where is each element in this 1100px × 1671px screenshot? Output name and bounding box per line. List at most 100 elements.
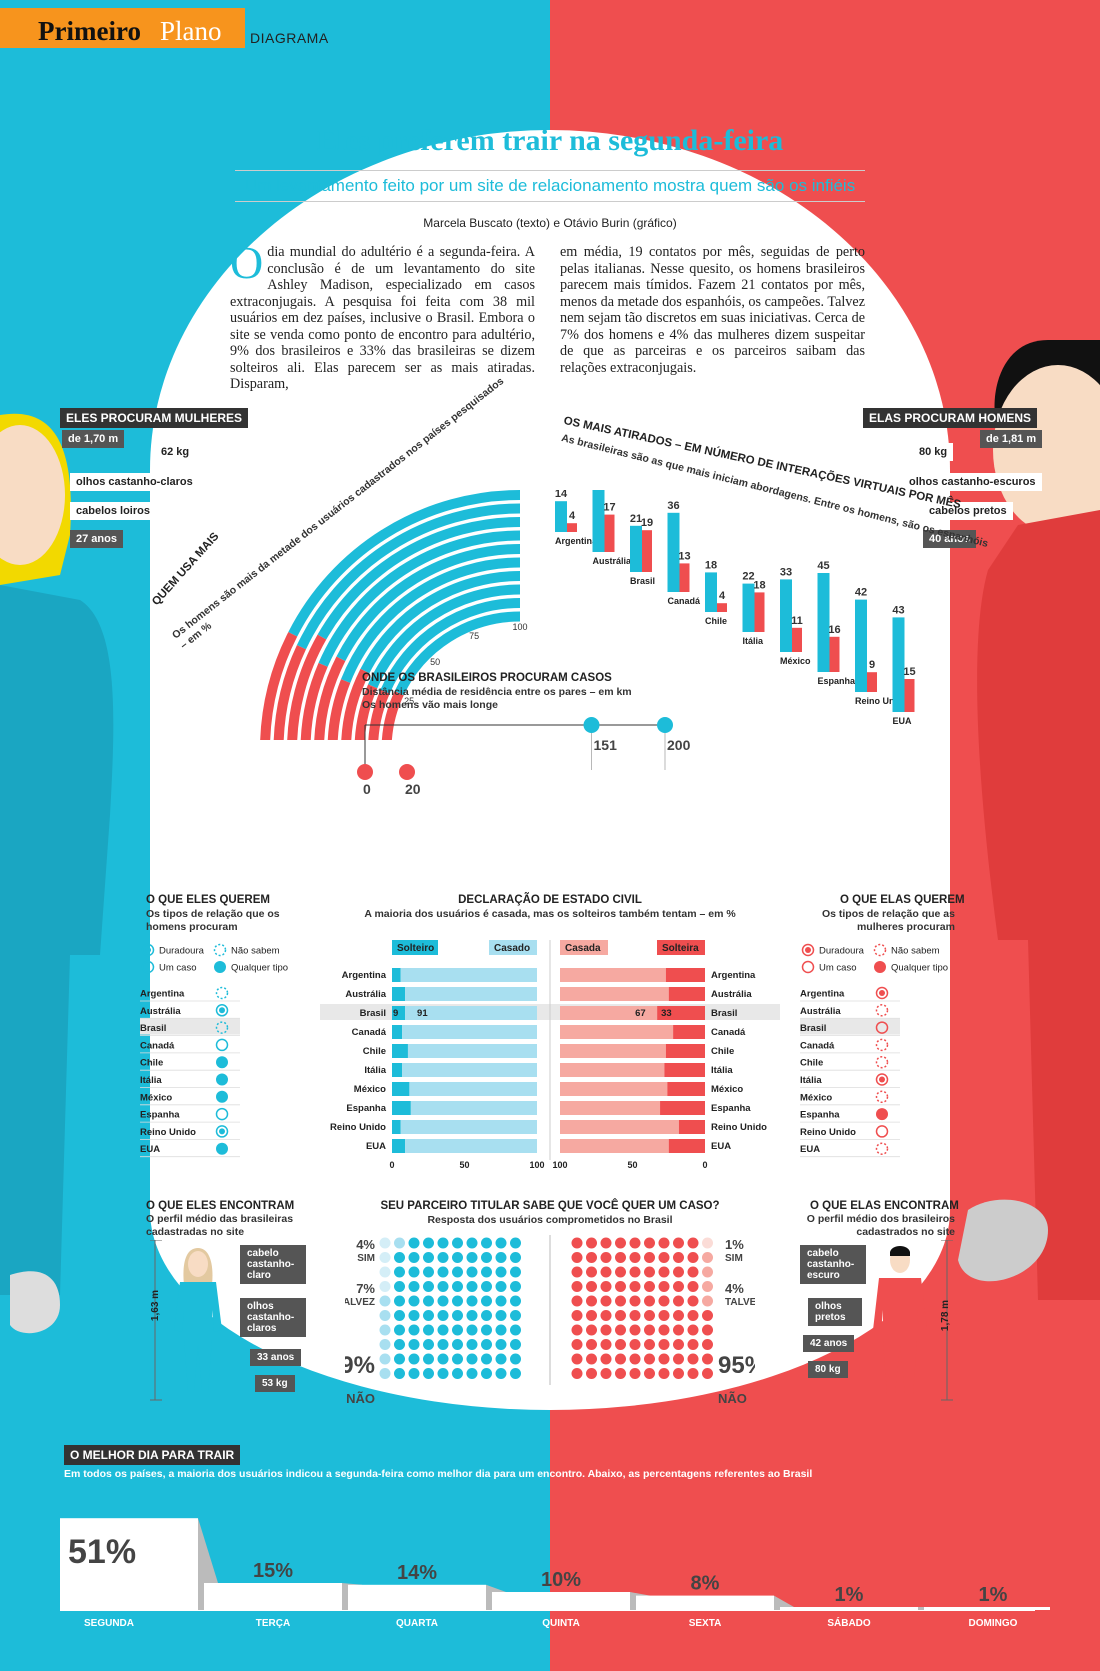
estado-label-right-espanha: Espanha bbox=[711, 1103, 751, 1114]
mais-atirados-chart: 144Argentina3017Austrália2119Brasil3613C… bbox=[555, 490, 916, 726]
bar-label-espanha: Espanha bbox=[818, 676, 857, 686]
men-dot-nao bbox=[423, 1252, 434, 1263]
legend-label-duradoura: Duradoura bbox=[159, 946, 205, 957]
brasil-casada-value: 67 bbox=[635, 1008, 646, 1019]
men-dot-nao bbox=[423, 1324, 434, 1336]
men-dot-nao bbox=[510, 1266, 521, 1278]
brasil-highlight bbox=[140, 1018, 240, 1035]
bar-solteiro-canada bbox=[392, 1025, 403, 1039]
men-dot-nao bbox=[437, 1237, 449, 1249]
women-dot-nao bbox=[673, 1339, 684, 1350]
row-label-australia: Austrália bbox=[140, 1006, 181, 1017]
day-label-domingo: DOMINGO bbox=[969, 1618, 1018, 1629]
row-label-australia: Austrália bbox=[800, 1006, 841, 1017]
women-dot-nao bbox=[687, 1353, 699, 1365]
arc-tick-25: 25 bbox=[404, 696, 414, 706]
bar-label-argentina: Argentina bbox=[555, 536, 598, 546]
relation-symbol-argentina bbox=[215, 986, 229, 1000]
day-bar-quinta bbox=[492, 1592, 630, 1610]
women-dot-nao bbox=[644, 1324, 655, 1336]
encontram-elas-hair: cabelo castanho-escuro bbox=[800, 1245, 866, 1284]
arc-men-australia bbox=[296, 503, 521, 650]
men-dot-nao bbox=[408, 1237, 420, 1249]
men-dot-nao bbox=[408, 1252, 420, 1263]
bar-women-eua bbox=[904, 679, 915, 712]
encontram-eles-weight: 53 kg bbox=[255, 1375, 295, 1392]
women-dot-nao bbox=[673, 1368, 684, 1379]
bar-casada-australia bbox=[560, 987, 669, 1001]
women-dot-nao bbox=[673, 1237, 684, 1249]
brasil-casado-value: 91 bbox=[417, 1008, 428, 1019]
header-casada bbox=[560, 940, 608, 955]
encontram-elas-title: O QUE ELAS ENCONTRAM bbox=[810, 1200, 959, 1212]
legend-symbol-naosabem bbox=[873, 943, 887, 957]
day-label-quarta: QUARTA bbox=[396, 1618, 438, 1629]
bar-solteiro-brasil bbox=[392, 1006, 406, 1020]
estado-label-right-brasil: Brasil bbox=[711, 1008, 737, 1019]
women-dot-nao bbox=[600, 1237, 612, 1249]
women-dot-nao bbox=[586, 1339, 597, 1350]
bar-solteira-reino-unido bbox=[678, 1120, 705, 1134]
value-men-canada: 36 bbox=[667, 500, 679, 512]
arc-men-argentina bbox=[288, 490, 521, 637]
men-dot-nao bbox=[437, 1368, 449, 1379]
women-dot-nao bbox=[615, 1252, 626, 1263]
women-dot-nao bbox=[571, 1324, 583, 1336]
women-dot-nao bbox=[571, 1281, 583, 1292]
women-sim-pct: 1% bbox=[725, 1237, 744, 1252]
querem-eles-chart: Duradoura Não sabem Um caso Qualquer tipo Ar… bbox=[140, 943, 288, 1158]
arc-men-brasil bbox=[317, 517, 521, 640]
bar-casado-argentina bbox=[400, 968, 537, 982]
row-label-reino-unido: Reino Unido bbox=[140, 1127, 196, 1138]
men-dot-nao bbox=[394, 1339, 405, 1350]
brazilian-woman-figure bbox=[150, 1240, 222, 1401]
tick-left-50: 50 bbox=[459, 1160, 469, 1170]
value-women-reino-unido: 9 bbox=[869, 659, 875, 671]
encontram-elas-height: 1,78 m bbox=[940, 1299, 952, 1332]
estado-label-left-australia: Austrália bbox=[345, 989, 386, 1000]
melhor-dia-title: O MELHOR DIA PARA TRAIR bbox=[64, 1445, 241, 1465]
men-dot-nao bbox=[408, 1324, 420, 1336]
men-dot-nao bbox=[394, 1310, 405, 1321]
women-dot-nao bbox=[600, 1339, 612, 1350]
women-dot-nao bbox=[629, 1237, 641, 1249]
men-nao-label: NÃO bbox=[346, 1391, 375, 1406]
arc-women-brasil bbox=[287, 634, 327, 740]
estado-label-right-chile: Chile bbox=[711, 1046, 734, 1057]
women-dot-nao bbox=[702, 1324, 713, 1336]
day-label-sabado: SÁBADO bbox=[827, 1616, 871, 1629]
bar-casado-canada bbox=[402, 1025, 537, 1039]
women-dot-nao bbox=[702, 1368, 713, 1379]
relation-symbol-italia bbox=[216, 1073, 228, 1086]
estado-civil-title: DECLARAÇÃO DE ESTADO CIVIL bbox=[458, 894, 642, 906]
men-dot-nao bbox=[495, 1252, 507, 1263]
men-dot-nao bbox=[452, 1266, 463, 1278]
bar-solteira-chile bbox=[665, 1044, 705, 1058]
onde-women-label-20: 20 bbox=[405, 781, 421, 797]
onde-distance-chart: 151 200 0 20 bbox=[357, 717, 691, 797]
value-women-canada: 13 bbox=[678, 550, 690, 562]
bar-casada-canada bbox=[560, 1025, 674, 1039]
men-dot-nao bbox=[452, 1252, 463, 1263]
men-dot-talvez bbox=[379, 1339, 391, 1350]
women-nao-pct: 95% bbox=[718, 1352, 755, 1379]
arc-women-canada bbox=[300, 662, 328, 740]
men-dot-nao bbox=[394, 1295, 405, 1307]
legend-symbol-umcaso bbox=[141, 960, 155, 974]
bar-solteira-espanha bbox=[660, 1101, 705, 1115]
tick-right-50: 50 bbox=[627, 1160, 637, 1170]
relation-symbol-reino-unido bbox=[215, 1125, 229, 1138]
bar-women-canada bbox=[679, 563, 690, 592]
bar-women-australia bbox=[604, 514, 615, 552]
row-label-italia: Itália bbox=[140, 1075, 162, 1086]
encontram-eles-age: 33 anos bbox=[250, 1349, 302, 1366]
onde-subtitle-1: Distância média de residência entre os p… bbox=[362, 686, 632, 698]
brasil-solteira-value: 33 bbox=[661, 1008, 672, 1019]
querem-elas-title: O QUE ELAS QUEREM bbox=[840, 894, 965, 906]
women-dot-nao bbox=[571, 1353, 583, 1365]
legend-symbol-duradoura bbox=[801, 943, 815, 957]
row-label-chile: Chile bbox=[140, 1058, 163, 1069]
arc-women-italia bbox=[327, 679, 351, 740]
bar-casado-brasil bbox=[405, 1006, 537, 1020]
elas-procuram-hair: cabelos pretos bbox=[923, 502, 1013, 520]
